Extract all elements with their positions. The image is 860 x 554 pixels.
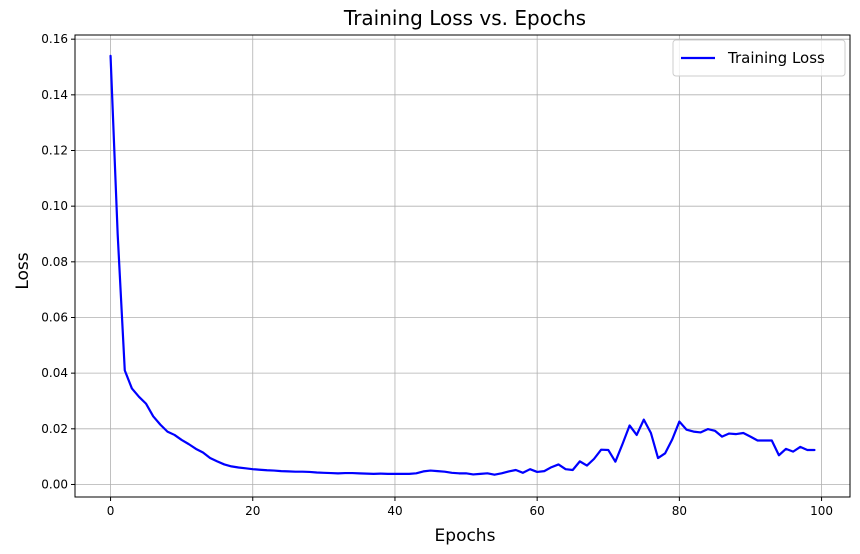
legend: Training Loss [672,39,846,77]
series-lines [109,54,816,476]
legend-box [672,39,846,77]
y-tick-label: 0.02 [41,422,68,436]
y-tick-label: 0.10 [41,199,68,213]
plot-frame [74,34,851,498]
y-tick-label: 0.16 [41,32,68,46]
x-tick-label: 0 [107,504,115,518]
x-tick-label: 80 [672,504,687,518]
y-tick-label: 0.14 [41,88,68,102]
chart-title: Training Loss vs. Epochs [343,6,586,30]
x-tick-label: 40 [387,504,402,518]
x-tick-label: 100 [810,504,833,518]
x-axis-label: Epochs [435,526,496,546]
y-tick-label: 0.08 [41,255,68,269]
y-tick-label: 0.04 [41,366,68,380]
x-tick-label: 60 [530,504,545,518]
x-tick-label: 20 [245,504,260,518]
y-tick-label: 0.12 [41,144,68,158]
legend-label-training-loss: Training Loss [727,49,825,67]
axis-ticks: 0 20 40 60 80 100 0.00 0.02 0.04 0.06 0.08 0.10 0.12… [41,32,833,518]
series-line-training-loss [109,54,816,476]
grid [75,35,850,497]
y-tick-label: 0.00 [41,477,68,491]
y-axis-label: Loss [13,252,33,289]
y-tick-label: 0.06 [41,310,68,324]
